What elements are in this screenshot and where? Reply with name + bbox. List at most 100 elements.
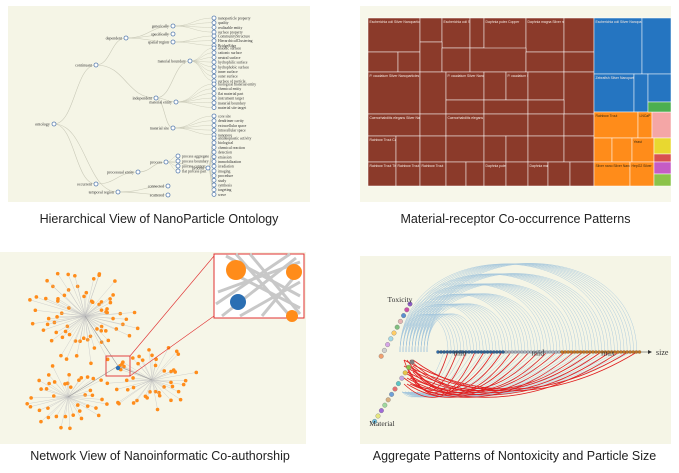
- network-node: [67, 306, 71, 310]
- network-node: [54, 330, 59, 335]
- network-node: [91, 277, 96, 281]
- leaf-node: [211, 123, 217, 128]
- network-edge: [67, 396, 107, 405]
- treemap-cell: [563, 17, 595, 53]
- network-edge: [64, 383, 69, 398]
- network-edge: [151, 379, 181, 400]
- network-node: [84, 290, 89, 295]
- leaf-node: [211, 59, 217, 65]
- network-node: [131, 401, 136, 405]
- treemap-cell: [527, 71, 565, 101]
- toxicity-node: [378, 353, 384, 359]
- treemap-cell-label: LNCaP: [640, 114, 652, 118]
- network-node: [176, 352, 181, 356]
- network-node: [37, 408, 42, 413]
- network-edge: [56, 396, 69, 417]
- network-node: [170, 384, 175, 389]
- network-panel: [0, 252, 306, 444]
- leaf-node: [211, 140, 217, 146]
- network-edge: [47, 396, 69, 409]
- network-node: [157, 390, 161, 395]
- zoom-inset-edge: [234, 253, 292, 317]
- leaf-node: [211, 29, 217, 35]
- toxicity-node: [401, 313, 407, 319]
- leaf-node: [211, 191, 217, 197]
- leaf-node: [211, 20, 217, 26]
- tree-edge: [172, 41, 215, 46]
- network-edge: [84, 315, 92, 364]
- level1-label: temporal region: [89, 190, 114, 195]
- network-edge: [107, 379, 153, 384]
- network-edge: [84, 298, 111, 317]
- network-node: [63, 329, 68, 334]
- leaf-node: [211, 144, 217, 150]
- network-edge: [151, 370, 165, 381]
- level1-label: continuant: [75, 63, 93, 68]
- treemap-cell: [367, 17, 421, 53]
- network-edge: [117, 379, 153, 403]
- treemap-cell-label: Caenorhabditis elegans Silver Nanopartic…: [448, 116, 515, 120]
- leaf-label: core site: [218, 115, 231, 119]
- network-node: [89, 361, 93, 366]
- coauthorship-network: [25, 252, 305, 431]
- network-node: [99, 378, 103, 382]
- axis-label-mid: mid: [532, 349, 544, 358]
- network-edge: [67, 380, 80, 398]
- network-node: [122, 364, 126, 369]
- material-node: [395, 381, 401, 387]
- level2-node: [163, 159, 169, 165]
- arc-red: [409, 351, 611, 396]
- network-edge: [83, 315, 86, 339]
- network-edge: [67, 376, 88, 398]
- network-caption: Network View of Nanoinformatic Co-author…: [30, 449, 290, 463]
- tree-edge: [53, 123, 97, 185]
- toxicity-node: [407, 301, 413, 307]
- treemap-cell: [367, 71, 421, 115]
- network-edge: [35, 310, 86, 317]
- treemap-caption: Material-receptor Co-occurrence Patterns: [400, 212, 631, 226]
- network-node: [51, 394, 56, 398]
- network-node: [75, 403, 80, 407]
- network-node: [105, 402, 109, 406]
- level2-node: [153, 95, 159, 101]
- network-edge: [69, 315, 86, 335]
- network-node: [39, 419, 43, 424]
- network-edge: [65, 396, 69, 417]
- toxicity-node: [385, 342, 391, 348]
- leaf-label: material boundary: [218, 101, 246, 105]
- network-node: [92, 346, 97, 350]
- treemap-cell-label: Escherichia coli Silver Nanoparticles: [596, 20, 651, 24]
- network-node: [90, 393, 95, 398]
- network-node: [51, 284, 55, 289]
- treemap-cell: [395, 161, 421, 187]
- treemap-cell: [483, 99, 529, 115]
- zoom-inset-edge: [248, 253, 302, 315]
- level2-label: processual entity: [107, 170, 134, 175]
- leaf-label: targeting: [218, 188, 232, 192]
- tree-edge: [165, 161, 209, 169]
- root-node: [51, 121, 57, 127]
- network-edge: [151, 347, 169, 381]
- network-edge: [49, 383, 69, 398]
- tree-edge: [172, 35, 215, 43]
- network-node: [143, 394, 148, 399]
- network-node: [99, 308, 104, 312]
- treemap-cell: [563, 113, 595, 137]
- level3-label: process: [192, 167, 204, 171]
- leaf-node: [211, 163, 217, 169]
- leaf-node: [211, 45, 217, 51]
- treemap-cell: [527, 135, 565, 163]
- treemap-cell: [593, 17, 643, 75]
- tree-edge: [175, 93, 215, 103]
- network-node: [79, 376, 84, 380]
- arc-blue: [426, 303, 510, 353]
- network-edge: [133, 379, 153, 404]
- network-node: [94, 406, 98, 410]
- leaf-label: hydrophilic surface: [218, 61, 248, 65]
- level2-label: dependent: [106, 36, 123, 41]
- leaf-label: biological: [218, 141, 233, 145]
- network-node: [137, 354, 141, 359]
- network-node: [155, 407, 160, 412]
- leaf-label: synthesis: [218, 184, 232, 188]
- network-node: [67, 332, 72, 337]
